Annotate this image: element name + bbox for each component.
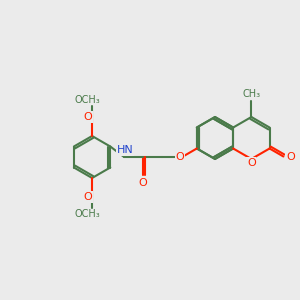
Text: OCH₃: OCH₃ [74, 209, 100, 219]
Text: O: O [247, 158, 256, 168]
Text: O: O [176, 152, 184, 162]
Text: O: O [286, 152, 295, 161]
Text: O: O [139, 178, 148, 188]
Text: HN: HN [117, 145, 134, 155]
Text: O: O [84, 112, 92, 122]
Text: OCH₃: OCH₃ [74, 95, 100, 105]
Text: CH₃: CH₃ [242, 89, 260, 99]
Text: O: O [84, 192, 92, 202]
